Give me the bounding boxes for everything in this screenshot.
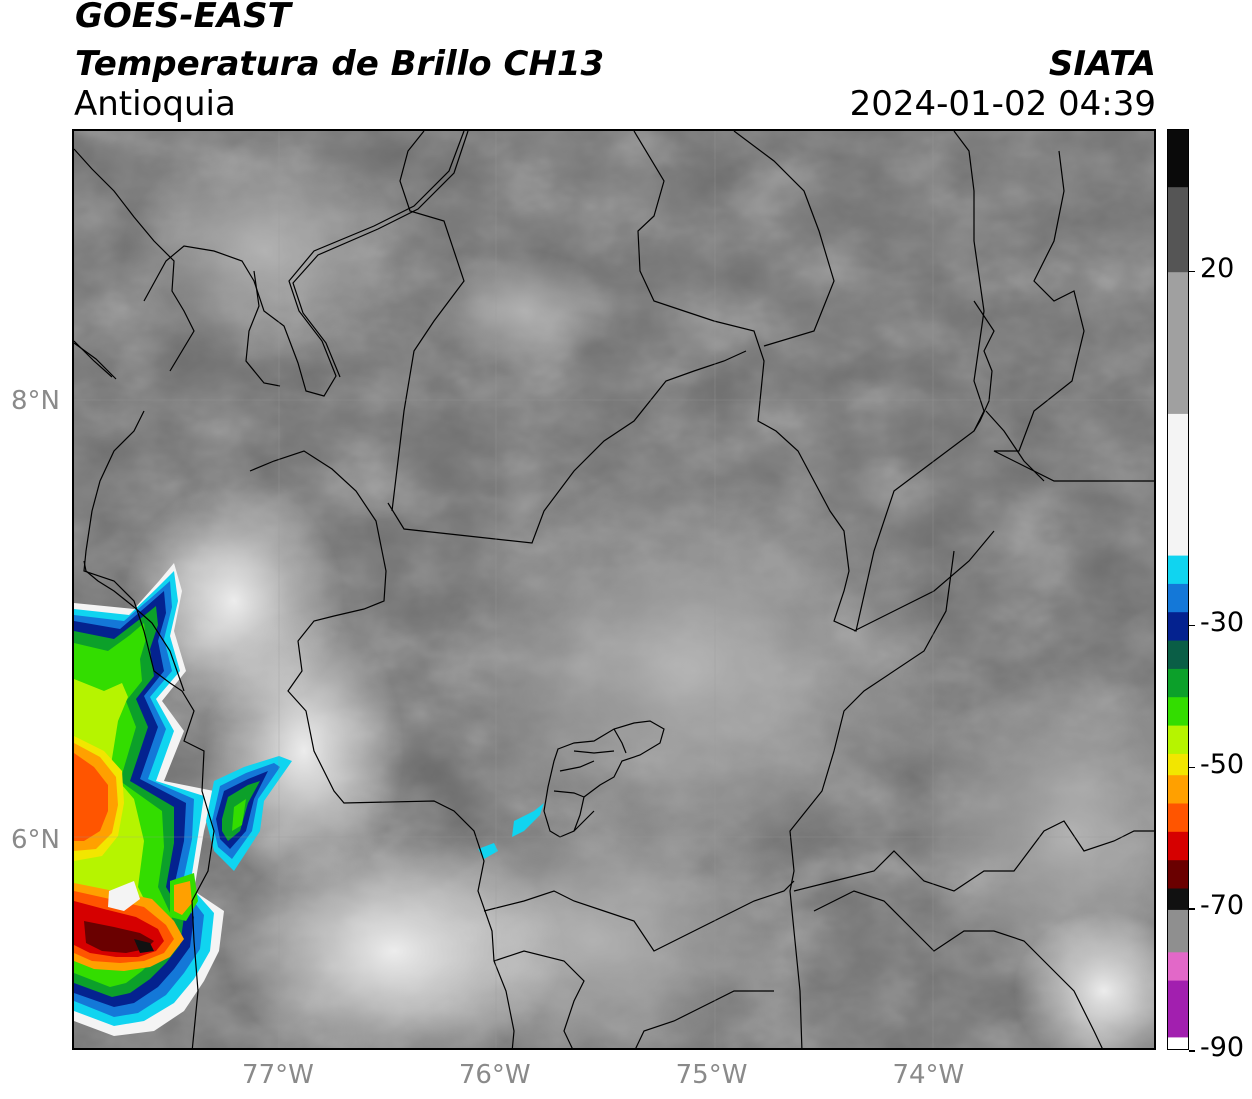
colorbar-tick-mark [1189, 1050, 1195, 1052]
bolivar-santander-line [973, 300, 995, 432]
antioquia-northeast [391, 131, 465, 512]
right-edge-river [993, 150, 1154, 482]
colorbar-segment [1168, 611, 1188, 641]
lon-tick-label: 77°W [242, 1060, 314, 1090]
cordoba-bolivar-line [633, 131, 985, 632]
magdalena-river-border [733, 131, 835, 347]
caribbean-coastline-inner [292, 131, 469, 378]
east-border [789, 550, 955, 1048]
colorbar-segment [1168, 753, 1188, 776]
risaralda-border [493, 950, 585, 1048]
map-canvas [74, 131, 1154, 1048]
colorbar-segment [1168, 640, 1188, 669]
urab-coast-detail [245, 270, 281, 387]
colorbar-segment [1168, 696, 1188, 726]
cundinamarca-border [635, 990, 774, 1048]
lat-tick-label: 6°N [11, 824, 60, 855]
product-title: Temperatura de Brillo CH13 [75, 44, 605, 84]
temperature-colorbar [1167, 129, 1189, 1050]
agency-label: SIATA [1048, 44, 1156, 84]
pacific-coastline [83, 410, 215, 1048]
colorbar-canvas [1168, 130, 1188, 1049]
colorbar-segment [1168, 774, 1188, 804]
lon-tick-label: 74°W [892, 1060, 965, 1090]
caldas-border-2 [483, 880, 795, 952]
lat-tick-label: 8°N [11, 386, 60, 417]
colorbar-segment [1168, 271, 1188, 414]
colorbar-segment [1168, 859, 1188, 889]
lon-tick-label: 76°W [458, 1060, 531, 1090]
light-cloud-regions [124, 141, 1154, 1048]
graticule [74, 131, 1154, 1048]
colorbar-segment [1168, 980, 1188, 1038]
colorbar-tick-label: 20 [1200, 252, 1235, 284]
colombia-panama-border [83, 560, 185, 692]
colorbar-segment [1168, 951, 1188, 981]
medellin-metro-area [543, 720, 665, 838]
colorbar-segment [1168, 413, 1188, 556]
colorbar-tick-label: -50 [1200, 748, 1245, 780]
colorbar-segment [1168, 186, 1188, 273]
north-panama-line [74, 342, 117, 380]
boundaries [74, 131, 1154, 1048]
santander-border [985, 410, 1045, 482]
colorbar-segment [1168, 803, 1188, 832]
lon-tick-label: 75°W [675, 1060, 748, 1090]
colorbar-segment [1168, 668, 1188, 698]
region-label: Antioquia [74, 84, 236, 124]
colorbar-tick-mark [1189, 766, 1195, 769]
colorbar-segment [1168, 725, 1188, 754]
colorbar-tick-label: -70 [1200, 890, 1245, 922]
convective-cloud-tops [74, 563, 544, 1036]
colorbar-tick-label: -30 [1200, 606, 1245, 638]
colorbar-segment [1168, 1036, 1188, 1049]
east-border-2 [853, 530, 995, 632]
colorbar-segment [1168, 130, 1188, 188]
panama-coast [74, 148, 195, 372]
colorbar-tick-mark [1189, 270, 1195, 273]
medellin-subdivisions [553, 728, 627, 832]
colorbar-tick-mark [1189, 624, 1195, 627]
colorbar-segment [1168, 909, 1188, 953]
boyaca-border [793, 820, 1154, 892]
colorbar-segment [1168, 831, 1188, 861]
antioquia-inner-line [387, 350, 747, 544]
colorbar-segment [1168, 888, 1188, 910]
colorbar-tick-mark [1189, 908, 1195, 910]
colorbar-segment [1168, 583, 1188, 613]
satellite-title: GOES-EAST [75, 0, 291, 36]
colorbar-tick-label: -90 [1200, 1032, 1245, 1063]
caldas-border [813, 890, 1103, 1048]
datetime-label: 2024-01-02 04:39 [849, 84, 1156, 124]
colorbar-segment [1168, 555, 1188, 584]
brightness-temperature-map [72, 129, 1156, 1050]
caribbean-coastline [143, 131, 465, 397]
